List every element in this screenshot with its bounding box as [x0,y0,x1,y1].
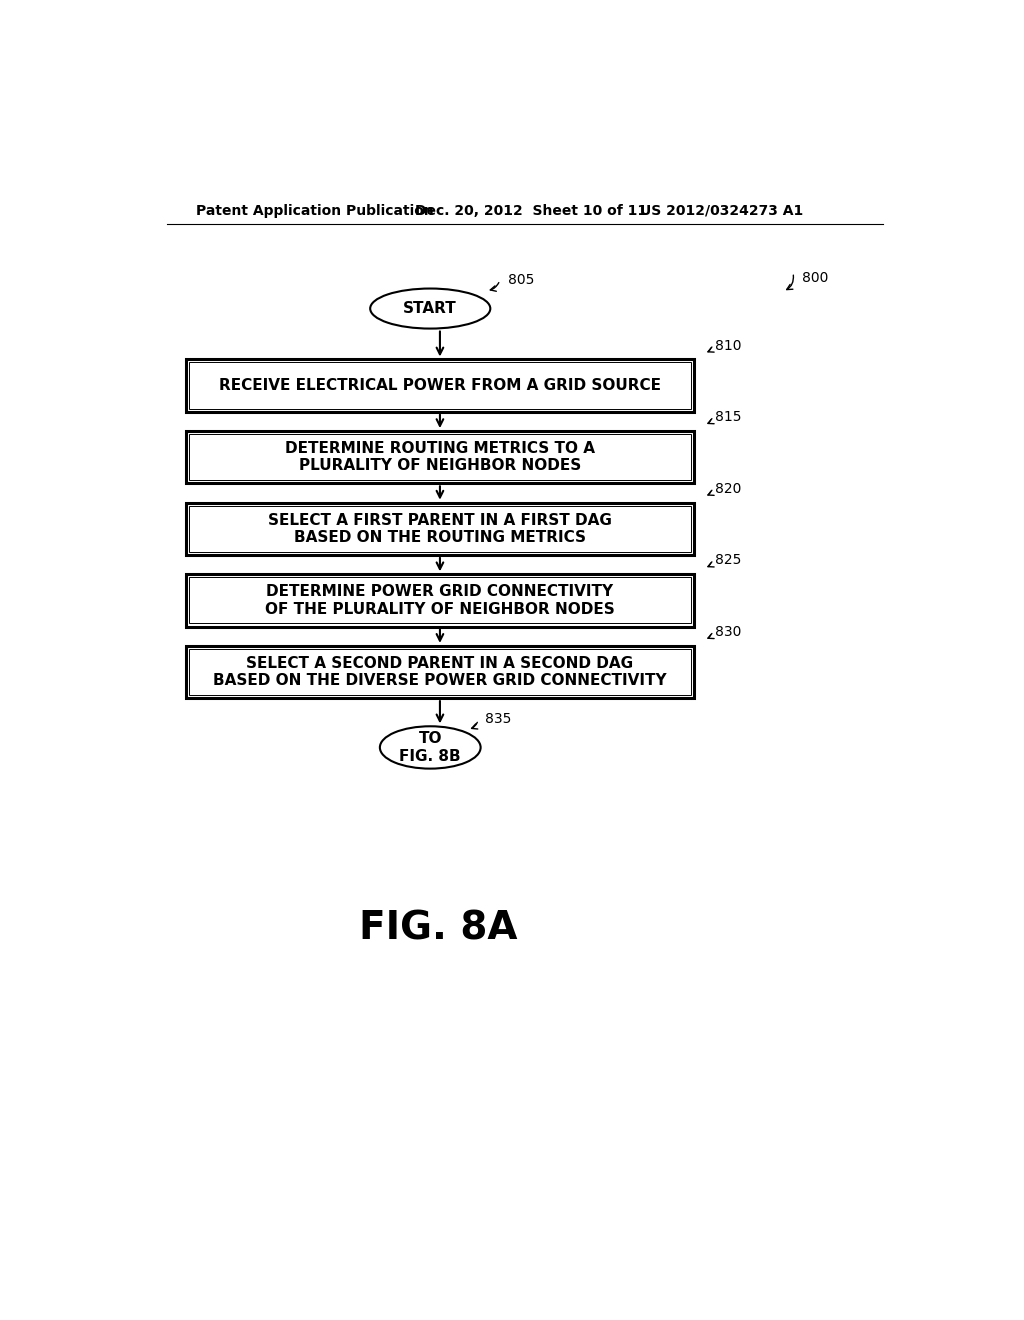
Text: US 2012/0324273 A1: US 2012/0324273 A1 [640,203,803,218]
Text: 805: 805 [508,273,535,286]
Text: DETERMINE POWER GRID CONNECTIVITY
OF THE PLURALITY OF NEIGHBOR NODES: DETERMINE POWER GRID CONNECTIVITY OF THE… [265,585,614,616]
Text: SELECT A FIRST PARENT IN A FIRST DAG
BASED ON THE ROUTING METRICS: SELECT A FIRST PARENT IN A FIRST DAG BAS… [268,512,612,545]
FancyBboxPatch shape [186,359,693,412]
FancyBboxPatch shape [186,503,693,554]
Text: RECEIVE ELECTRICAL POWER FROM A GRID SOURCE: RECEIVE ELECTRICAL POWER FROM A GRID SOU… [219,378,660,393]
Text: 835: 835 [484,711,511,726]
Text: 800: 800 [802,271,828,285]
Text: SELECT A SECOND PARENT IN A SECOND DAG
BASED ON THE DIVERSE POWER GRID CONNECTIV: SELECT A SECOND PARENT IN A SECOND DAG B… [213,656,667,688]
Text: 820: 820 [715,482,741,496]
Text: Dec. 20, 2012  Sheet 10 of 11: Dec. 20, 2012 Sheet 10 of 11 [415,203,647,218]
FancyBboxPatch shape [186,574,693,627]
Text: 825: 825 [715,553,741,568]
Text: Patent Application Publication: Patent Application Publication [197,203,434,218]
Text: FIG. 8A: FIG. 8A [358,909,517,948]
FancyBboxPatch shape [186,430,693,483]
FancyBboxPatch shape [189,434,690,480]
Text: 815: 815 [715,411,741,424]
FancyBboxPatch shape [189,649,690,696]
Text: 810: 810 [715,338,741,352]
Text: START: START [403,301,457,315]
Text: DETERMINE ROUTING METRICS TO A
PLURALITY OF NEIGHBOR NODES: DETERMINE ROUTING METRICS TO A PLURALITY… [285,441,595,474]
FancyBboxPatch shape [189,506,690,552]
FancyBboxPatch shape [186,645,693,698]
FancyBboxPatch shape [189,577,690,623]
Text: 830: 830 [715,624,741,639]
Text: TO
FIG. 8B: TO FIG. 8B [399,731,461,764]
FancyBboxPatch shape [189,363,690,409]
